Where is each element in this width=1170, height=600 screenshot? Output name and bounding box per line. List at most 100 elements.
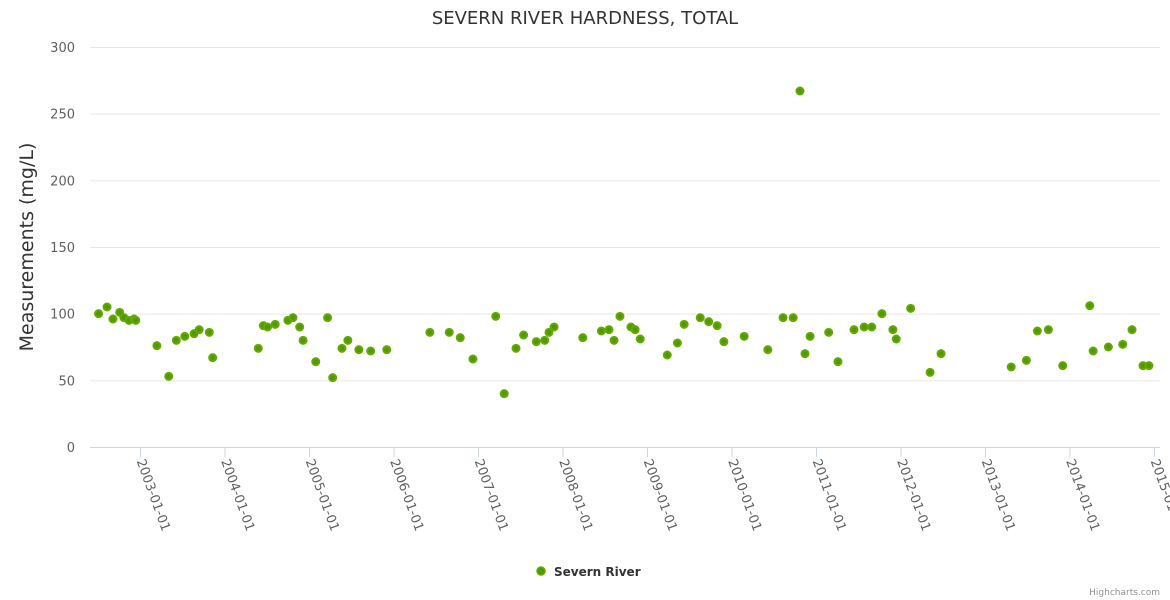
data-point[interactable] xyxy=(253,343,263,353)
data-point[interactable] xyxy=(263,322,273,332)
data-point[interactable] xyxy=(672,338,682,348)
data-point[interactable] xyxy=(323,313,333,323)
grid-lines xyxy=(90,47,1160,448)
data-point[interactable] xyxy=(739,331,749,341)
data-point[interactable] xyxy=(719,337,729,347)
y-tick-label: 100 xyxy=(50,308,75,323)
data-point[interactable] xyxy=(337,343,347,353)
data-point[interactable] xyxy=(763,345,773,355)
data-point[interactable] xyxy=(499,389,509,399)
data-point[interactable] xyxy=(906,303,916,313)
data-point[interactable] xyxy=(540,335,550,345)
data-point[interactable] xyxy=(328,373,338,383)
data-point[interactable] xyxy=(1006,362,1016,372)
data-point[interactable] xyxy=(788,313,798,323)
data-point[interactable] xyxy=(888,325,898,335)
y-axis-title: Measurements (mg/L) xyxy=(16,143,38,352)
y-tick-label: 0 xyxy=(67,441,75,456)
data-point[interactable] xyxy=(204,327,214,337)
data-point[interactable] xyxy=(795,86,805,96)
data-point[interactable] xyxy=(544,327,554,337)
data-point[interactable] xyxy=(455,333,465,343)
data-point[interactable] xyxy=(295,322,305,332)
data-point[interactable] xyxy=(630,325,640,335)
data-point[interactable] xyxy=(270,319,280,329)
data-point[interactable] xyxy=(679,319,689,329)
data-point[interactable] xyxy=(925,367,935,377)
y-tick-label: 300 xyxy=(50,41,75,56)
data-point[interactable] xyxy=(1127,325,1137,335)
data-point[interactable] xyxy=(531,337,541,347)
data-point[interactable] xyxy=(549,322,559,332)
data-point[interactable] xyxy=(1043,325,1053,335)
data-point[interactable] xyxy=(824,327,834,337)
data-point[interactable] xyxy=(288,313,298,323)
data-point[interactable] xyxy=(108,314,118,324)
data-point[interactable] xyxy=(468,354,478,364)
y-axis: 0 50 100 150 200 250 300 xyxy=(50,41,75,456)
data-point[interactable] xyxy=(635,334,645,344)
data-point[interactable] xyxy=(712,321,722,331)
data-point[interactable] xyxy=(849,325,859,335)
data-point[interactable] xyxy=(298,335,308,345)
data-point[interactable] xyxy=(171,335,181,345)
data-point[interactable] xyxy=(311,357,321,367)
data-point[interactable] xyxy=(578,333,588,343)
x-tick-label: 2015-01-01 xyxy=(1147,457,1170,533)
data-point[interactable] xyxy=(208,353,218,363)
x-tick-label: 2003-01-01 xyxy=(133,457,173,533)
data-point[interactable] xyxy=(382,345,392,355)
data-point[interactable] xyxy=(800,349,810,359)
data-point[interactable] xyxy=(131,315,141,325)
data-point[interactable] xyxy=(491,311,501,321)
data-point[interactable] xyxy=(152,341,162,351)
data-point[interactable] xyxy=(366,346,376,356)
data-point[interactable] xyxy=(833,357,843,367)
data-point[interactable] xyxy=(778,313,788,323)
data-point[interactable] xyxy=(1144,361,1154,371)
y-tick-label: 200 xyxy=(50,174,75,189)
data-point[interactable] xyxy=(596,326,606,336)
data-point[interactable] xyxy=(1032,326,1042,336)
data-point[interactable] xyxy=(936,349,946,359)
data-point[interactable] xyxy=(877,309,887,319)
x-axis: 2003-01-01 2004-01-01 2005-01-01 2006-01-01… xyxy=(133,447,1170,533)
data-point[interactable] xyxy=(194,325,204,335)
y-tick-label: 150 xyxy=(50,241,75,256)
data-point[interactable] xyxy=(891,334,901,344)
data-point[interactable] xyxy=(425,327,435,337)
series-severn-river[interactable] xyxy=(94,86,1154,399)
data-point[interactable] xyxy=(519,330,529,340)
data-point[interactable] xyxy=(1118,339,1128,349)
data-point[interactable] xyxy=(604,325,614,335)
data-point[interactable] xyxy=(805,331,815,341)
data-point[interactable] xyxy=(444,327,454,337)
data-point[interactable] xyxy=(609,335,619,345)
data-point[interactable] xyxy=(1021,355,1031,365)
data-point[interactable] xyxy=(94,309,104,319)
data-point[interactable] xyxy=(1103,342,1113,352)
data-point[interactable] xyxy=(1085,301,1095,311)
data-point[interactable] xyxy=(662,350,672,360)
data-point[interactable] xyxy=(615,311,625,321)
data-point[interactable] xyxy=(343,335,353,345)
legend-item-severn-river[interactable]: Severn River xyxy=(536,565,641,579)
data-point[interactable] xyxy=(511,343,521,353)
x-tick-label: 2012-01-01 xyxy=(893,457,933,533)
x-tick-label: 2011-01-01 xyxy=(809,457,849,533)
data-point[interactable] xyxy=(164,371,174,381)
data-point[interactable] xyxy=(354,345,364,355)
data-point[interactable] xyxy=(1088,346,1098,356)
data-point[interactable] xyxy=(704,317,714,327)
data-point[interactable] xyxy=(102,302,112,312)
data-point[interactable] xyxy=(180,331,190,341)
credits-link[interactable]: Highcharts.com xyxy=(1089,588,1160,598)
chart-title: SEVERN RIVER HARDNESS, TOTAL xyxy=(432,8,738,29)
legend-label: Severn River xyxy=(554,565,641,579)
data-point[interactable] xyxy=(859,322,869,332)
legend-marker xyxy=(536,566,546,576)
data-point[interactable] xyxy=(867,322,877,332)
data-point[interactable] xyxy=(695,313,705,323)
data-point[interactable] xyxy=(1058,361,1068,371)
